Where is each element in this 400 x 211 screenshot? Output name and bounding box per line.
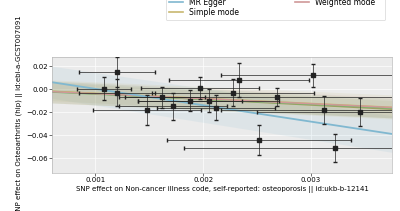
Legend: Inverse variance weighted, MR Egger, Simple mode, Weighted median, Weighted mode: Inverse variance weighted, MR Egger, Sim… [166,0,385,20]
Y-axis label: SNP effect on Osteoarthritis (hip) || id:ebi-a-GCST007091: SNP effect on Osteoarthritis (hip) || id… [16,15,24,211]
X-axis label: SNP effect on Non-cancer illness code, self-reported: osteoporosis || id:ukb-b-1: SNP effect on Non-cancer illness code, s… [76,186,368,193]
